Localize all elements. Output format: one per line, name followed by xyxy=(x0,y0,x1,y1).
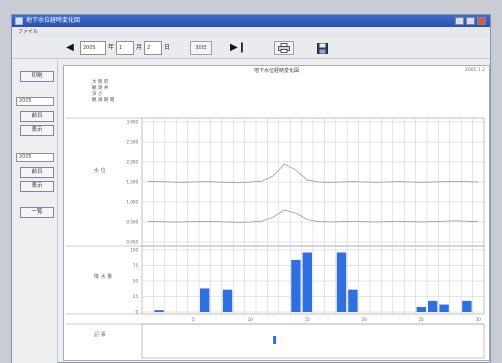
close-button[interactable] xyxy=(477,17,486,25)
rainfall-bar xyxy=(222,289,233,312)
menu-file[interactable]: ファイル xyxy=(18,29,39,35)
chart-title: 地下水位経時変化図 xyxy=(253,68,299,74)
previous-icon[interactable]: ◀ xyxy=(66,42,74,53)
y-tick-label: 25 xyxy=(133,294,139,299)
rainfall-bar xyxy=(439,304,449,312)
rainfall-bar xyxy=(154,310,164,312)
rainfall-bar xyxy=(462,300,472,312)
water-level-axis-label: 水 位 xyxy=(94,167,106,174)
events-frame xyxy=(141,323,485,359)
rainfall-axis-label: 降 水 量 xyxy=(94,273,112,280)
y-tick-label: 75 xyxy=(133,263,139,268)
y-tick-label: 2.000 xyxy=(127,160,139,165)
y-tick-label: 0 xyxy=(135,310,138,315)
window-controls xyxy=(455,17,486,25)
events-label: 記 事 xyxy=(94,331,106,338)
rainfall-bar xyxy=(416,307,426,312)
maximize-button[interactable] xyxy=(466,17,475,25)
y-tick-label: 2.500 xyxy=(127,140,139,145)
month-input[interactable]: 1 xyxy=(116,41,134,55)
toolbar: ◀ 2005 年 1 月 2 日 30日 ▶❙ xyxy=(12,37,490,59)
show-button-2[interactable]: 表示 xyxy=(20,181,54,192)
y-tick-label: 1.000 xyxy=(127,200,139,205)
print-button[interactable]: 印刷 xyxy=(20,71,54,82)
year-input[interactable]: 2005 xyxy=(80,41,106,55)
month-unit-label: 月 xyxy=(136,44,143,51)
previous-day-button-1[interactable]: 前日 xyxy=(20,111,54,122)
window-title: 地下水位経時変化図 xyxy=(26,17,81,24)
save-icon[interactable] xyxy=(312,41,332,55)
x-tick-label: 20 xyxy=(362,317,368,322)
rainfall-bar xyxy=(336,252,347,312)
x-tick-label: 30 xyxy=(476,317,482,322)
y-tick-label: 1.500 xyxy=(127,180,139,185)
x-tick-label: 10 xyxy=(248,317,254,322)
info-line: 観 測 期 間 xyxy=(92,98,115,103)
water-level-series-line xyxy=(147,163,479,184)
date-field-1[interactable]: 2005 xyxy=(16,97,54,106)
list-button[interactable]: 一覧 xyxy=(20,207,54,218)
app-icon xyxy=(15,17,23,25)
x-tick-label: 25 xyxy=(419,317,425,322)
rainfall-bar xyxy=(200,288,210,312)
print-icon[interactable] xyxy=(274,41,294,55)
previous-day-button-2[interactable]: 前日 xyxy=(20,167,54,178)
sidebar: 印刷 2005 前日 表示 2005 前日 表示 一覧 xyxy=(12,59,58,363)
title-bar: 地下水位経時変化図 xyxy=(12,15,490,27)
rainfall-bar xyxy=(291,259,301,312)
x-tick-label: 15 xyxy=(305,317,311,322)
event-marker xyxy=(273,336,277,344)
menu-bar: ファイル xyxy=(12,27,490,37)
y-tick-label: 3.000 xyxy=(127,120,139,125)
rainfall-bar xyxy=(348,289,358,312)
chart-panel: 地下水位経時変化図 2005.1.2 大 阪 府 観 測 井 深 さ 観 測 期… xyxy=(63,65,490,361)
year-unit-label: 年 xyxy=(108,44,115,51)
rainfall-bar xyxy=(428,300,438,312)
minimize-button[interactable] xyxy=(455,17,464,25)
chart-area: 3.000 2.500 2.000 1.500 1.000 0.500 0.000 水 位 10… xyxy=(66,117,485,359)
x-tick-label: 5 xyxy=(192,317,195,322)
y-tick-label: 100 xyxy=(130,248,138,253)
rainfall-bar xyxy=(302,252,312,312)
info-line: 深 さ xyxy=(92,92,103,97)
y-tick-label: 0.000 xyxy=(127,240,139,245)
water-level-series-line xyxy=(147,209,479,223)
app-window: 地下水位経時変化図 ファイル ◀ 2005 年 1 月 2 日 30日 ▶❙ xyxy=(11,14,491,363)
info-line: 大 阪 府 xyxy=(92,80,109,85)
next-icon[interactable]: ▶❙ xyxy=(230,42,247,53)
y-tick-label: 50 xyxy=(133,279,139,284)
date-field-2[interactable]: 2005 xyxy=(16,153,54,162)
chart-code: 2005.1.2 xyxy=(464,68,485,73)
day-unit-label: 日 xyxy=(164,44,171,51)
show-button-1[interactable]: 表示 xyxy=(20,125,54,136)
range-button[interactable]: 30日 xyxy=(190,41,212,55)
info-line: 観 測 井 xyxy=(92,86,109,91)
y-tick-label: 0.500 xyxy=(127,220,139,225)
day-input[interactable]: 2 xyxy=(144,41,162,55)
station-info: 大 阪 府 観 測 井 深 さ 観 測 期 間 xyxy=(92,80,114,104)
